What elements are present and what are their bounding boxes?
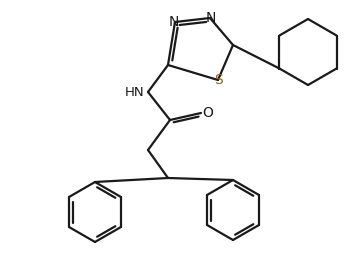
Text: N: N bbox=[206, 11, 216, 25]
Text: O: O bbox=[203, 106, 213, 120]
Text: S: S bbox=[213, 73, 223, 87]
Text: HN: HN bbox=[125, 85, 144, 98]
Text: N: N bbox=[169, 15, 179, 29]
